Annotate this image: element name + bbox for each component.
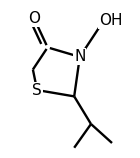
Text: O: O bbox=[28, 12, 40, 26]
Text: N: N bbox=[74, 49, 86, 64]
Text: S: S bbox=[32, 83, 42, 97]
Text: OH: OH bbox=[99, 13, 122, 28]
